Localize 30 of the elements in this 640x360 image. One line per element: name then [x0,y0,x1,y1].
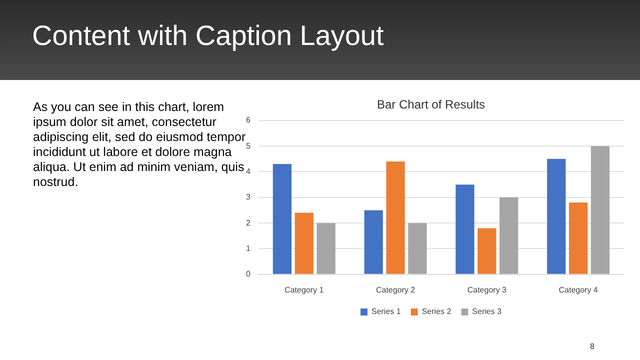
bar [408,223,427,274]
y-tick-label: 2 [246,218,251,228]
legend-label: Series 3 [472,307,502,316]
x-tick-label: Category 3 [467,285,508,294]
y-tick-label: 5 [246,141,251,150]
text: 8 [590,342,594,351]
bar [590,146,610,274]
legend-label: Series 2 [422,307,452,316]
bar [364,210,383,274]
legend-label: Series 1 [371,307,402,316]
chart-title: Bar Chart of Results [376,98,486,112]
bar [568,202,588,274]
y-tick-label: 4 [246,166,251,176]
bar [456,184,474,274]
bar [294,212,314,274]
y-tick-label: 3 [246,192,251,202]
y-tick-label: 0 [246,270,251,279]
x-tick-label: Category 1 [284,285,324,294]
bar [500,197,518,274]
text: As you can see in this chart, lorem ipsum dolor sit amet, consectetur adipiscing elit, sed do eiusmod tempor incididunt ut labore et dolore magna aliqua. Ut enim ad minim veniam, quis nostrud. [33,100,246,189]
bar [547,158,566,274]
bar [386,161,405,274]
y-tick-label: 6 [246,116,251,125]
bar [316,223,336,274]
y-tick-label: 1 [246,244,251,253]
bar [272,164,292,274]
bar [478,228,496,274]
x-tick-label: Category 4 [558,285,598,294]
x-tick-label: Category 2 [376,285,416,294]
text: Content with Caption Layout [32,20,384,52]
